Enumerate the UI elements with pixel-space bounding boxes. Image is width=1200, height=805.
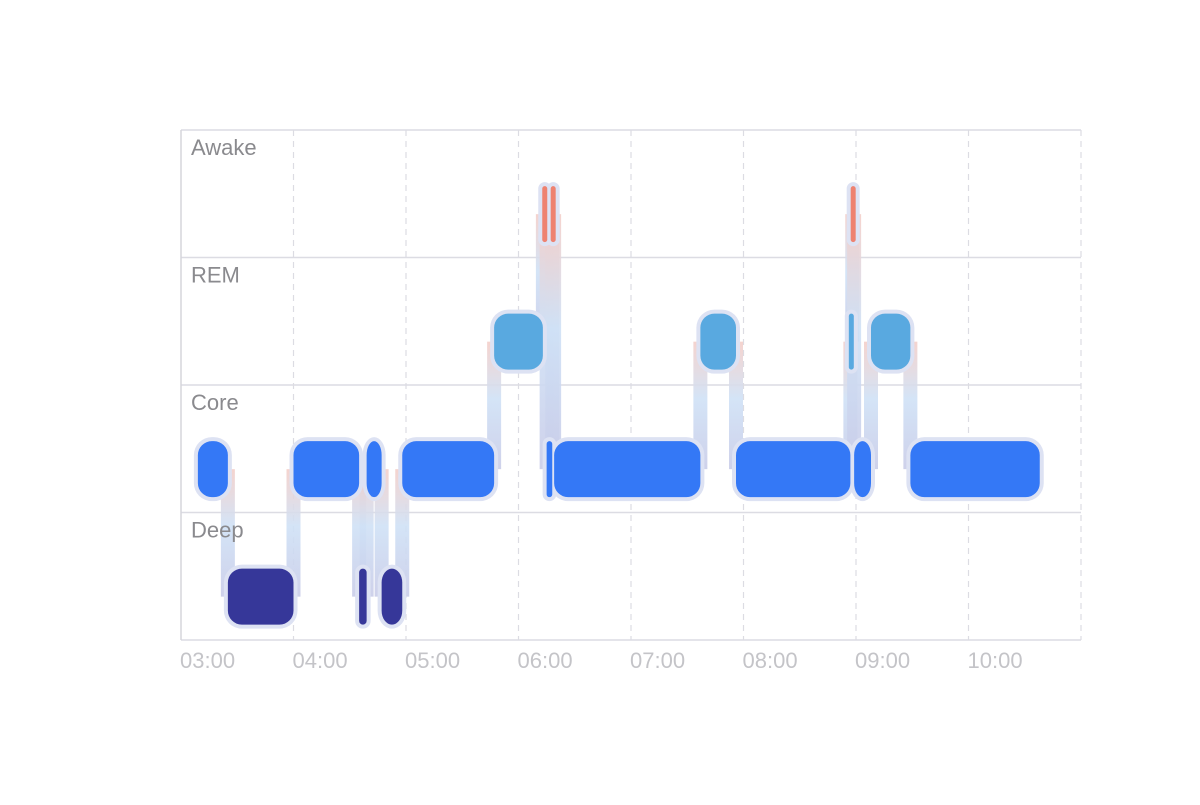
segment-deep — [227, 568, 294, 625]
transition-connector — [693, 341, 708, 470]
transition-connector — [487, 341, 502, 470]
bars-layer — [197, 186, 1040, 625]
transition-connector — [286, 469, 301, 597]
stage-labels-layer: Awake REM Core Deep — [191, 135, 257, 543]
segment-core — [554, 441, 701, 498]
x-tick-layer: 03:00 04:00 05:00 06:00 07:00 08:00 09:00 10:00 — [180, 648, 1023, 673]
x-tick-label: 08:00 — [743, 648, 798, 673]
segment-core — [910, 441, 1040, 498]
transition-connector — [220, 469, 235, 597]
transition-connector — [729, 341, 743, 470]
stage-label-deep: Deep — [191, 518, 244, 543]
stage-label-core: Core — [191, 390, 239, 415]
segment-deep — [381, 568, 403, 625]
x-tick-label: 07:00 — [630, 648, 685, 673]
segment-core — [546, 441, 553, 498]
segment-rem — [848, 313, 854, 370]
stage-label-rem: REM — [191, 263, 240, 288]
segment-awake — [850, 186, 856, 243]
segment-core — [293, 441, 360, 498]
transition-connector — [374, 469, 389, 597]
stage-label-awake: Awake — [191, 135, 257, 160]
x-tick-label: 09:00 — [855, 648, 910, 673]
segment-core — [197, 441, 228, 498]
segment-awake — [542, 186, 548, 243]
halo-layer — [193, 182, 1044, 629]
segment-deep — [359, 568, 367, 625]
transition-connector — [395, 469, 410, 597]
segment-core — [402, 441, 495, 498]
grid-layer — [180, 129, 1082, 641]
x-tick-label: 10:00 — [968, 648, 1023, 673]
transition-connector — [547, 214, 562, 470]
transition-connector — [903, 341, 918, 470]
x-tick-label: 05:00 — [405, 648, 460, 673]
x-tick-label: 04:00 — [293, 648, 348, 673]
segment-rem — [700, 313, 736, 370]
x-tick-label: 06:00 — [518, 648, 573, 673]
segment-rem — [494, 313, 543, 370]
segment-core — [736, 441, 851, 498]
x-tick-label: 03:00 — [180, 648, 235, 673]
segment-rem — [871, 313, 911, 370]
segment-awake — [550, 186, 556, 243]
transition-connector — [864, 341, 878, 470]
segment-core — [366, 441, 382, 498]
segment-core — [854, 441, 871, 498]
